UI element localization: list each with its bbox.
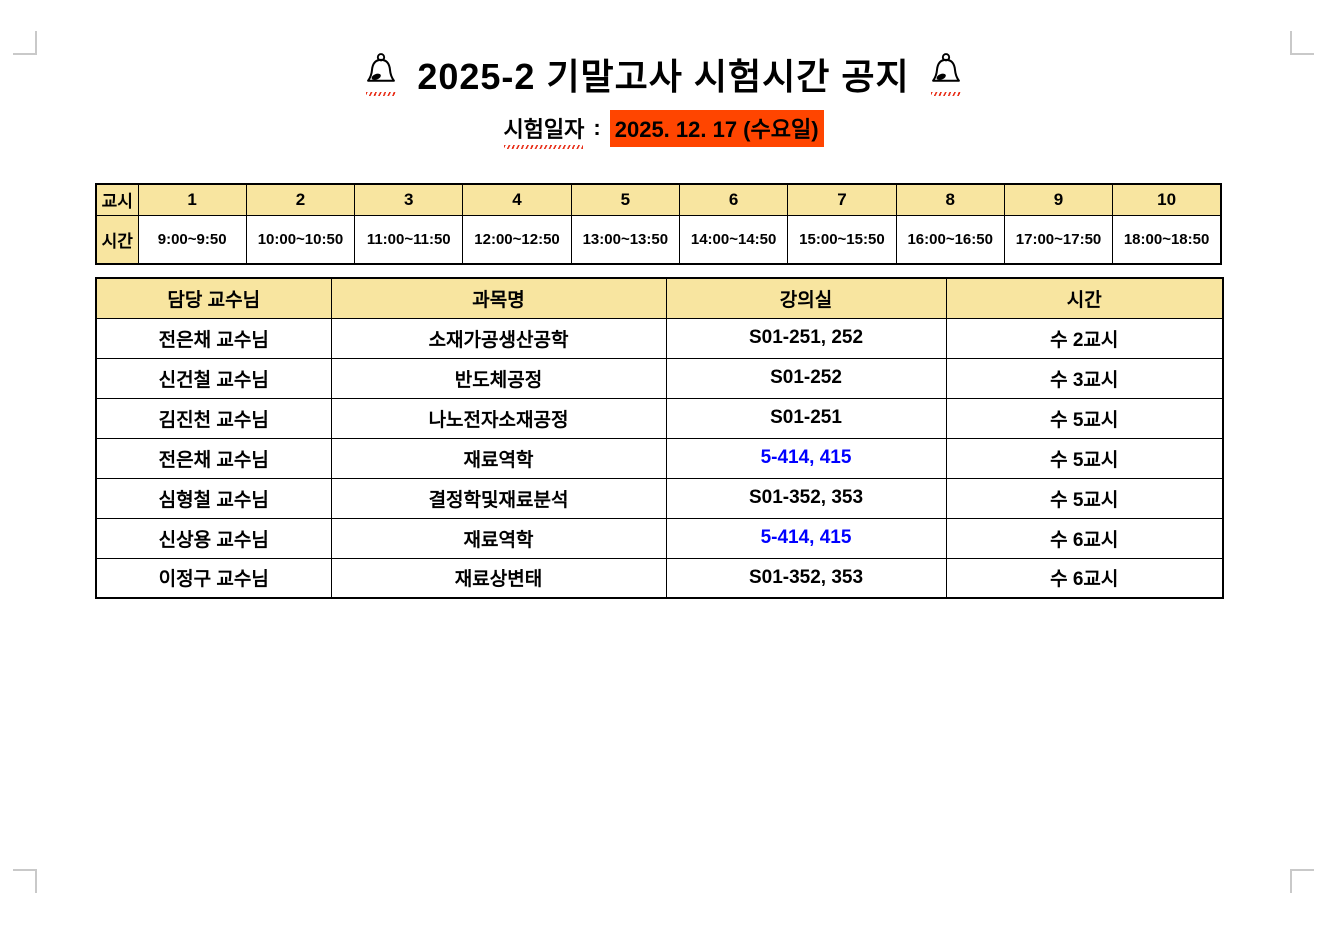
exam-date-line: 시험일자 : 2025. 12. 17 (수요일) xyxy=(0,110,1327,150)
header-room: 강의실 xyxy=(665,277,947,319)
subject-cell: 반도체공정 xyxy=(330,357,667,399)
corner-mark-top-left xyxy=(13,31,37,55)
period-time-cell: 13:00~13:50 xyxy=(570,214,680,265)
header-subject: 과목명 xyxy=(330,277,667,319)
exam-table-body: 전은채 교수님 소재가공생산공학 S01-251, 252 수 2교시 신건철 교수님 반… xyxy=(95,317,1224,599)
period-row-label: 교시 xyxy=(95,183,139,216)
room-cell: S01-251, 252 xyxy=(665,317,947,359)
period-time-cell: 18:00~18:50 xyxy=(1112,214,1222,265)
exam-time-cell: 수 5교시 xyxy=(945,477,1224,519)
time-row-label: 시간 xyxy=(95,214,139,265)
subject-cell: 소재가공생산공학 xyxy=(330,317,667,359)
period-time-cell: 16:00~16:50 xyxy=(895,214,1005,265)
exam-row: 신상용 교수님 재료역학 5-414, 415 수 6교시 xyxy=(95,517,1224,559)
subject-cell: 재료역학 xyxy=(330,517,667,559)
spellcheck-underline xyxy=(930,91,961,96)
period-time-cell: 12:00~12:50 xyxy=(462,214,572,265)
exam-date-separator: : xyxy=(593,114,601,140)
period-number-cell: 8 xyxy=(895,183,1005,216)
professor-cell: 전은채 교수님 xyxy=(95,437,332,479)
exam-row: 전은채 교수님 재료역학 5-414, 415 수 5교시 xyxy=(95,437,1224,479)
corner-mark-bottom-right xyxy=(1290,869,1314,893)
professor-cell: 심형철 교수님 xyxy=(95,477,332,519)
subject-cell: 결정학및재료분석 xyxy=(330,477,667,519)
period-time-cell: 10:00~10:50 xyxy=(245,214,356,265)
period-time-cell: 11:00~11:50 xyxy=(354,214,464,265)
exam-time-cell: 수 5교시 xyxy=(945,437,1224,479)
room-cell: S01-252 xyxy=(665,357,947,399)
exam-time-cell: 수 2교시 xyxy=(945,317,1224,359)
period-time-cell: 9:00~9:50 xyxy=(137,214,247,265)
spellcheck-underline xyxy=(366,91,397,96)
bell-icon xyxy=(365,52,397,96)
period-numbers-row: 교시 1 2 3 4 5 6 7 8 9 10 xyxy=(95,183,1222,216)
period-time-cell: 14:00~14:50 xyxy=(678,214,789,265)
period-number-cell: 9 xyxy=(1003,183,1114,216)
room-cell: S01-251 xyxy=(665,397,947,439)
exam-row: 심형철 교수님 결정학및재료분석 S01-352, 353 수 5교시 xyxy=(95,477,1224,519)
professor-cell: 전은채 교수님 xyxy=(95,317,332,359)
exam-table-header-row: 담당 교수님 과목명 강의실 시간 xyxy=(95,277,1224,319)
header-professor: 담당 교수님 xyxy=(95,277,332,319)
exam-row: 김진천 교수님 나노전자소재공정 S01-251 수 5교시 xyxy=(95,397,1224,439)
exam-time-cell: 수 6교시 xyxy=(945,557,1224,599)
subject-cell: 나노전자소재공정 xyxy=(330,397,667,439)
exam-time-cell: 수 6교시 xyxy=(945,517,1224,559)
room-cell: S01-352, 353 xyxy=(665,477,947,519)
period-time-cell: 17:00~17:50 xyxy=(1003,214,1114,265)
room-cell: 5-414, 415 xyxy=(665,437,947,479)
exam-row: 신건철 교수님 반도체공정 S01-252 수 3교시 xyxy=(95,357,1224,399)
period-number-cell: 3 xyxy=(354,183,464,216)
subject-cell: 재료상변태 xyxy=(330,557,667,599)
period-number-cell: 10 xyxy=(1112,183,1222,216)
room-cell: 5-414, 415 xyxy=(665,517,947,559)
exam-row: 이정구 교수님 재료상변태 S01-352, 353 수 6교시 xyxy=(95,557,1224,599)
professor-cell: 이정구 교수님 xyxy=(95,557,332,599)
corner-mark-top-right xyxy=(1290,31,1314,55)
professor-cell: 신상용 교수님 xyxy=(95,517,332,559)
period-number-cell: 6 xyxy=(678,183,789,216)
subject-cell: 재료역학 xyxy=(330,437,667,479)
period-number-cell: 7 xyxy=(787,183,897,216)
room-cell: S01-352, 353 xyxy=(665,557,947,599)
period-number-cell: 5 xyxy=(570,183,680,216)
corner-mark-bottom-left xyxy=(13,869,37,893)
period-number-cell: 1 xyxy=(137,183,247,216)
spellcheck-underline xyxy=(504,144,584,149)
bell-icon xyxy=(930,52,962,96)
header-time: 시간 xyxy=(945,277,1224,319)
professor-cell: 신건철 교수님 xyxy=(95,357,332,399)
period-number-cell: 2 xyxy=(245,183,356,216)
exam-date-label: 시험일자 xyxy=(503,112,584,149)
period-time-cell: 15:00~15:50 xyxy=(787,214,897,265)
page-title-text: 2025-2 기말고사 시험시간 공지 xyxy=(417,56,910,97)
period-time-table: 교시 1 2 3 4 5 6 7 8 9 10 시간 9:00~9:50 10:00~10:50 11… xyxy=(95,183,1222,265)
exam-date-value: 2025. 12. 17 (수요일) xyxy=(609,110,824,147)
exam-schedule-table: 담당 교수님 과목명 강의실 시간 전은채 교수님 소재가공생산공학 S01-251… xyxy=(95,277,1224,599)
period-number-cell: 4 xyxy=(462,183,572,216)
page-title: 2025-2 기말고사 시험시간 공지 xyxy=(0,48,1327,100)
exam-time-cell: 수 3교시 xyxy=(945,357,1224,399)
exam-time-cell: 수 5교시 xyxy=(945,397,1224,439)
professor-cell: 김진천 교수님 xyxy=(95,397,332,439)
exam-row: 전은채 교수님 소재가공생산공학 S01-251, 252 수 2교시 xyxy=(95,317,1224,359)
period-times-row: 시간 9:00~9:50 10:00~10:50 11:00~11:50 12:00~… xyxy=(95,214,1222,265)
